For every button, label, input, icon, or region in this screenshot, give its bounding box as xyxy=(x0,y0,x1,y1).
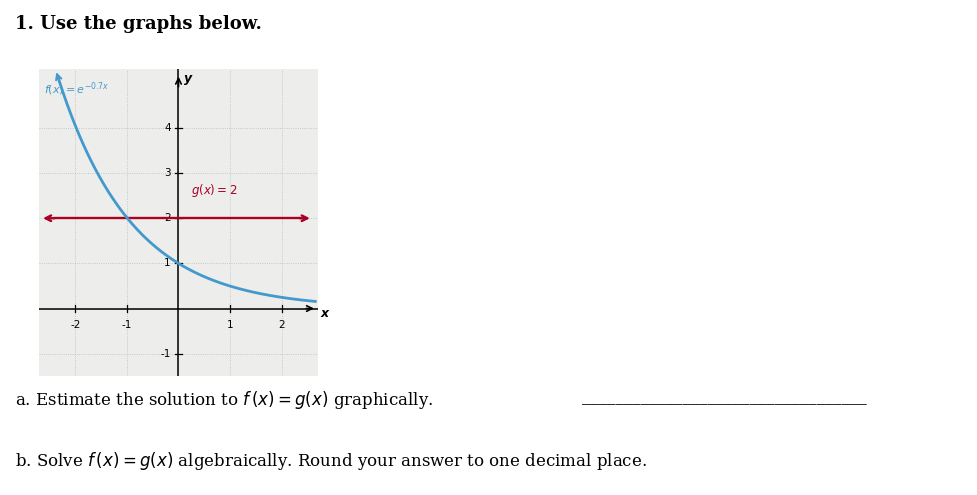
Text: a. Estimate the solution to $f\,(x) = g(x)$ graphically.: a. Estimate the solution to $f\,(x) = g(… xyxy=(15,389,433,410)
Text: x: x xyxy=(320,306,328,319)
Text: -2: -2 xyxy=(70,320,80,330)
Text: __________________________________: __________________________________ xyxy=(581,389,866,405)
Text: -1: -1 xyxy=(160,348,171,359)
Text: -1: -1 xyxy=(121,320,132,330)
Text: 2: 2 xyxy=(164,213,171,223)
Text: $f(x) = e^{-0.7x}$: $f(x) = e^{-0.7x}$ xyxy=(44,81,109,98)
Text: 1: 1 xyxy=(227,320,234,330)
Text: b. Solve $f\,(x) = g(x)$ algebraically. Round your answer to one decimal place.: b. Solve $f\,(x) = g(x)$ algebraically. … xyxy=(15,450,646,472)
Text: 4: 4 xyxy=(164,123,171,133)
Text: 3: 3 xyxy=(164,168,171,178)
Text: 2: 2 xyxy=(278,320,284,330)
Text: y: y xyxy=(184,72,191,85)
Text: 1: 1 xyxy=(164,258,171,268)
Text: 1. Use the graphs below.: 1. Use the graphs below. xyxy=(15,15,261,33)
Text: $g(x) = 2$: $g(x) = 2$ xyxy=(191,182,237,199)
